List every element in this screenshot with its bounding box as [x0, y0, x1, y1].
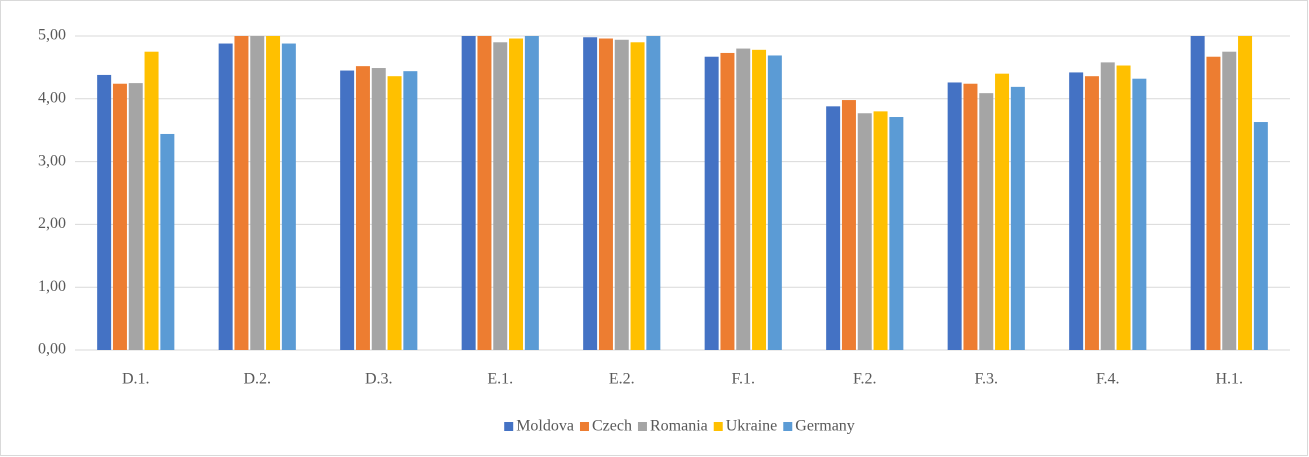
bar	[509, 38, 524, 351]
bar	[355, 66, 370, 351]
bar	[857, 113, 872, 350]
bar	[1132, 78, 1147, 350]
legend-label: Czech	[592, 418, 632, 435]
legend-swatch	[713, 422, 723, 431]
bar	[995, 73, 1010, 351]
y-tick-label: 3,00	[38, 152, 66, 169]
bar	[767, 55, 782, 351]
bar	[873, 111, 888, 350]
x-tick-label: D.2.	[243, 371, 271, 388]
x-tick-label: H.1.	[1215, 371, 1243, 388]
bar	[97, 74, 112, 350]
bar	[889, 117, 904, 351]
bar	[1222, 51, 1237, 350]
y-tick-label: 4,00	[38, 89, 66, 106]
bar	[281, 43, 296, 350]
x-tick-label: E.2.	[609, 371, 635, 388]
bar	[1206, 56, 1221, 350]
x-tick-label: E.1.	[487, 371, 513, 388]
bar	[598, 38, 613, 351]
x-tick-label: F.3.	[974, 371, 998, 388]
bar	[1084, 76, 1099, 350]
legend-swatch	[637, 422, 647, 431]
bar	[614, 39, 629, 350]
bar	[979, 93, 994, 350]
bar	[583, 37, 598, 350]
legend-label: Moldova	[516, 418, 574, 435]
bar	[704, 56, 719, 350]
bar	[266, 36, 281, 350]
bar	[128, 83, 143, 350]
bar	[144, 51, 159, 350]
y-tick-label: 5,00	[38, 27, 66, 44]
bar	[736, 48, 751, 351]
bar	[826, 106, 841, 350]
x-tick-label: D.3.	[365, 371, 393, 388]
bar	[1116, 65, 1131, 351]
bar	[234, 36, 249, 350]
bar	[524, 36, 539, 350]
bar	[1069, 72, 1084, 350]
x-tick-label: D.1.	[122, 371, 150, 388]
legend-swatch	[579, 422, 589, 431]
bar	[218, 43, 233, 350]
bar	[752, 49, 767, 350]
bar	[461, 36, 476, 350]
bar	[340, 70, 355, 350]
bar	[371, 68, 386, 350]
bar	[1100, 62, 1115, 350]
bar	[841, 100, 856, 350]
bar	[112, 83, 127, 350]
bar	[720, 52, 735, 351]
bar	[1238, 36, 1253, 350]
legend-label: Germany	[795, 418, 855, 435]
bar	[1253, 122, 1268, 350]
bar	[1010, 86, 1025, 351]
bar	[1190, 36, 1205, 350]
bar	[250, 36, 265, 350]
legend-label: Romania	[650, 418, 708, 435]
bar	[477, 36, 492, 350]
y-tick-label: 1,00	[38, 278, 66, 295]
y-tick-label: 2,00	[38, 215, 66, 232]
bar	[947, 82, 962, 351]
bar	[646, 36, 661, 350]
bar	[160, 133, 175, 350]
x-tick-label: F.1.	[731, 371, 755, 388]
x-tick-label: F.4.	[1096, 371, 1120, 388]
x-tick-label: F.2.	[853, 371, 877, 388]
legend-label: Ukraine	[726, 418, 778, 435]
bar	[630, 42, 645, 350]
y-tick-label: 0,00	[38, 341, 66, 358]
bar	[403, 71, 418, 350]
bar	[387, 76, 402, 350]
bar	[963, 83, 978, 350]
bar	[493, 42, 508, 350]
legend-swatch	[783, 422, 793, 431]
legend-swatch	[504, 422, 514, 431]
